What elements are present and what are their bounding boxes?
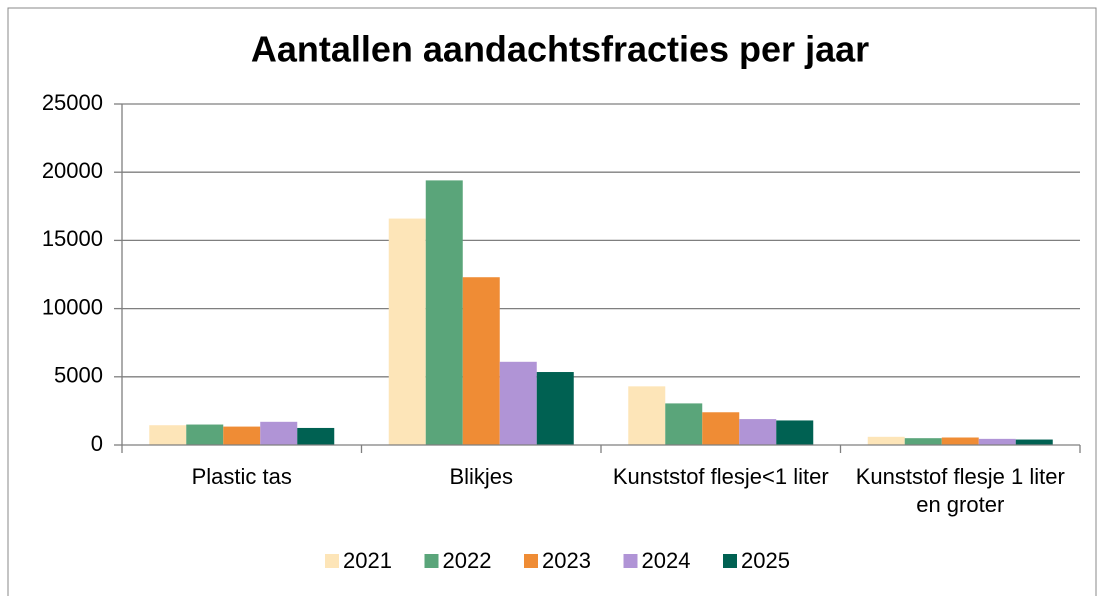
- x-tick-label: Blikjes: [449, 464, 514, 489]
- bar: [941, 437, 979, 445]
- legend-label: 2025: [741, 548, 790, 573]
- bar: [739, 419, 777, 445]
- bar: [665, 403, 703, 445]
- legend-swatch: [325, 554, 339, 568]
- bar: [702, 412, 740, 445]
- legend-label: 2021: [343, 548, 392, 573]
- x-tick-label: Kunststof flesje 1 liter en groter: [855, 464, 1065, 517]
- bar: [499, 361, 537, 445]
- chart-frame: [7, 7, 1097, 596]
- y-tick-label: 5000: [54, 363, 103, 388]
- bar: [867, 436, 905, 445]
- y-tick-label: 25000: [42, 90, 103, 115]
- bar: [978, 438, 1016, 445]
- bar: [904, 438, 942, 445]
- legend-label: 2023: [542, 548, 591, 573]
- legend-label: 2024: [642, 548, 691, 573]
- bar: [388, 218, 426, 445]
- y-tick-label: 20000: [42, 158, 103, 183]
- bar: [297, 427, 335, 445]
- legend-swatch: [424, 554, 439, 568]
- chart-title: Aantallen aandachtsfracties per jaar: [251, 29, 869, 70]
- legend-swatch: [524, 554, 538, 568]
- bar: [536, 372, 574, 445]
- bar: [776, 420, 814, 445]
- y-tick-label: 15000: [42, 226, 103, 251]
- bar: [1015, 439, 1053, 445]
- bar: [223, 426, 261, 445]
- x-tick-label: Kunststof flesje<1 liter: [612, 464, 829, 489]
- bar: [462, 277, 500, 445]
- bar: [628, 386, 666, 445]
- legend-swatch: [723, 554, 737, 568]
- legend-label: 2022: [443, 548, 492, 573]
- bar: [149, 425, 187, 445]
- legend-swatch: [623, 554, 638, 568]
- bar: [186, 424, 224, 445]
- bar: [260, 421, 298, 445]
- y-tick-label: 10000: [42, 294, 103, 319]
- bar: [425, 180, 463, 445]
- y-tick-label: 0: [91, 431, 103, 456]
- x-tick-label: Plastic tas: [191, 464, 292, 489]
